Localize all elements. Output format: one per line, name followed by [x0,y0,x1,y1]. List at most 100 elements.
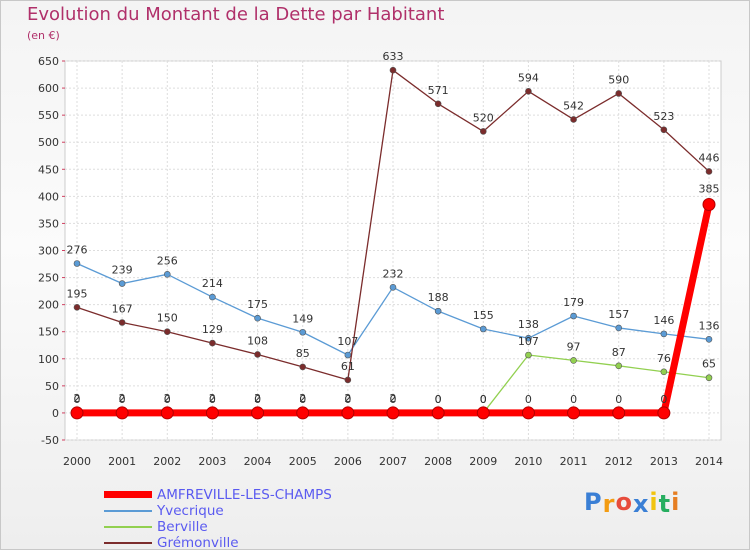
data-label-amfreville-les-champs: 0 [344,393,351,406]
legend-item-gremonville[interactable]: Grémonville [104,535,404,551]
data-point-yvecrique [525,334,532,342]
data-point-yvecrique [118,280,126,287]
data-label-yvecrique: 157 [608,308,629,321]
data-label-gr-monville: 542 [563,99,584,112]
legend-label-gremonville: Grémonville [157,535,239,551]
data-point-yvecrique [479,325,487,333]
brand-letter: i [671,488,681,516]
data-label-berville: 2 [209,392,216,405]
data-point-yvecrique [705,335,713,343]
data-point-amfreville-les-champs [386,406,400,420]
data-point-amfreville-les-champs [205,406,219,420]
data-label-berville: 2 [390,392,397,405]
y-tick-label: 400 [38,190,59,203]
data-point-yvecrique [209,293,216,301]
data-point-yvecrique [254,314,261,322]
x-tick-label: 2002 [153,455,181,468]
y-tick-label: 200 [38,299,59,312]
data-label-gr-monville: 571 [428,84,449,97]
data-label-amfreville-les-champs: 0 [615,393,622,406]
data-point-gr-monville [570,116,577,123]
data-point-berville [705,374,713,382]
brand-letter: r [602,490,616,518]
data-point-gr-monville [254,351,261,358]
legend-item-berville[interactable]: Berville [104,519,404,535]
data-label-amfreville-les-champs: 0 [480,393,487,406]
data-point-gr-monville [344,376,352,384]
data-label-gr-monville: 108 [247,334,268,347]
x-tick-label: 2010 [514,455,542,468]
legend-item-yvecrique[interactable]: Yvecrique [104,503,404,519]
legend-item-amfreville[interactable]: AMFREVILLE-LES-CHAMPS [104,487,404,503]
data-point-gr-monville [389,66,397,74]
data-point-yvecrique [570,312,577,320]
data-point-amfreville-les-champs [160,406,174,420]
data-point-amfreville-les-champs [296,406,310,420]
data-point-amfreville-les-champs [521,406,535,420]
data-label-gr-monville: 150 [157,312,178,325]
data-point-gr-monville [73,304,81,311]
x-tick-label: 2004 [244,455,272,468]
brand-letter: i [649,488,659,516]
data-label-yvecrique: 239 [112,264,133,277]
data-label-gr-monville: 594 [518,71,539,84]
data-point-yvecrique [73,260,81,267]
data-label-berville: 107 [518,335,539,348]
legend-label-berville: Berville [157,519,208,535]
data-point-amfreville-les-champs [612,406,626,420]
data-label-amfreville-les-champs: 0 [525,393,532,406]
data-label-gr-monville: 167 [112,303,133,316]
legend-label-yvecrique: Yvecrique [157,503,224,519]
data-point-amfreville-les-champs [476,406,490,420]
data-point-berville [570,357,577,364]
y-tick-label: 300 [38,245,59,258]
data-label-yvecrique: 155 [473,309,494,322]
data-label-amfreville-les-champs: 0 [435,393,442,406]
x-tick-label: 2000 [63,455,91,468]
data-point-yvecrique [299,328,307,336]
y-tick-label: 600 [38,82,59,95]
legend-swatch-amfreville [104,491,152,498]
data-point-yvecrique [344,351,352,359]
data-point-amfreville-les-champs [431,406,445,420]
y-tick-label: 50 [45,380,59,393]
data-label-amfreville-les-champs: 0 [74,393,81,406]
x-tick-label: 2005 [289,455,317,468]
data-label-berville: 2 [164,392,171,405]
data-point-gr-monville [705,168,713,175]
legend-label-amfreville: AMFREVILLE-LES-CHAMPS [157,487,332,503]
y-tick-label: 0 [52,407,59,420]
x-tick-label: 2006 [334,455,362,468]
data-label-berville: 76 [657,352,671,365]
data-point-amfreville-les-champs [341,406,355,420]
data-label-amfreville-les-champs: 0 [164,393,171,406]
data-label-amfreville-les-champs: 0 [119,393,126,406]
data-point-gr-monville [163,328,171,336]
data-point-amfreville-les-champs [70,406,84,420]
x-tick-label: 2008 [424,455,452,468]
data-label-gr-monville: 129 [202,323,223,336]
data-point-amfreville-les-champs [657,406,671,420]
data-label-gr-monville: 195 [67,287,88,300]
data-point-gr-monville [660,126,668,134]
data-label-berville: 2 [74,392,81,405]
data-label-amfreville-les-champs: 0 [390,393,397,406]
data-label-berville: 2 [254,392,261,405]
data-label-berville: 0 [480,393,487,406]
data-point-gr-monville [525,88,532,95]
brand-letter: o [615,488,633,516]
y-tick-label: 650 [38,55,59,68]
x-tick-label: 2009 [469,455,497,468]
data-label-gr-monville: 523 [653,110,674,123]
chart-title: Evolution du Montant de la Dette par Hab… [27,4,445,25]
data-label-berville: 65 [702,358,716,371]
data-label-yvecrique: 188 [428,291,449,304]
brand-letter: P [584,488,603,516]
x-tick-label: 2007 [379,455,407,468]
data-label-amfreville-les-champs: 385 [699,182,720,195]
data-label-yvecrique: 136 [699,319,720,332]
data-point-gr-monville [615,90,623,97]
data-point-amfreville-les-champs [115,406,129,420]
legend: AMFREVILLE-LES-CHAMPS Yvecrique Berville… [104,487,404,551]
